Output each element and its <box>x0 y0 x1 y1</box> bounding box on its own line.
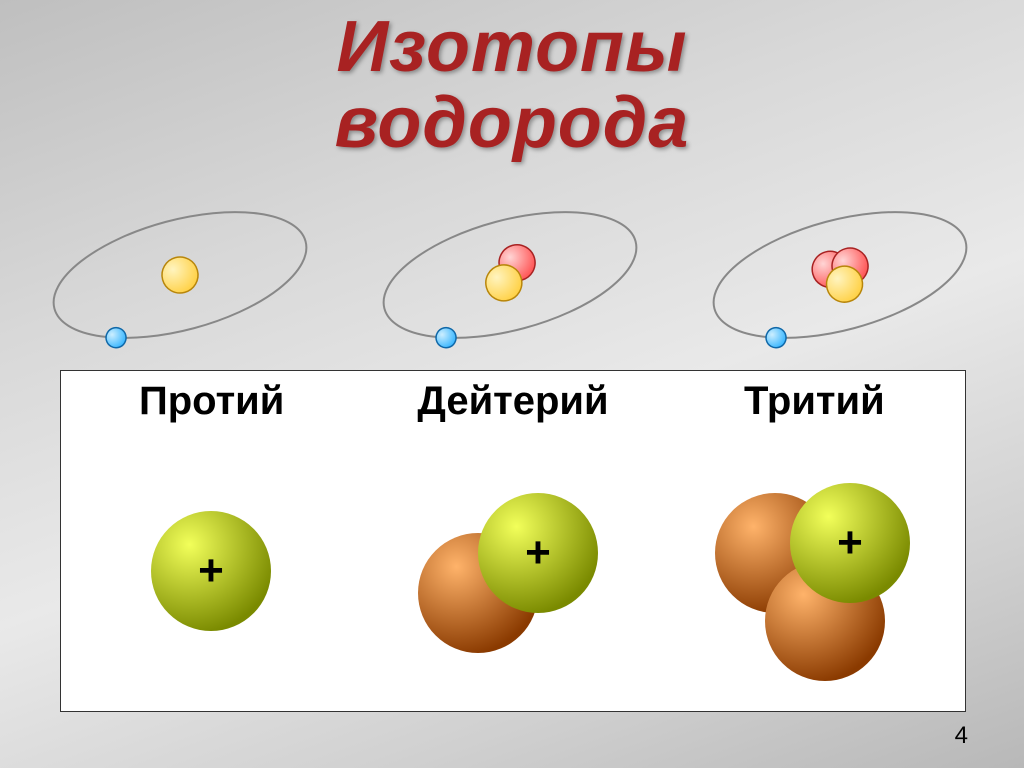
electron <box>104 325 128 349</box>
plus-icon: + <box>837 518 863 567</box>
plus-icon: + <box>198 546 224 595</box>
orbit-diagram-1 <box>360 190 660 360</box>
nucleus-diagram-0: + <box>61 451 361 711</box>
label-deuterium: Дейтерий <box>362 379 663 424</box>
label-protium: Протий <box>61 379 362 424</box>
orbit-wrap-1 <box>360 190 660 365</box>
nucleus-diagram-2: + <box>665 451 965 711</box>
isotope-panel: Протий Дейтерий Тритий + + + <box>60 370 966 712</box>
orbit-wrap-2 <box>690 190 990 365</box>
orbit-diagram-2 <box>690 190 990 360</box>
nucleus-wrap-0: + <box>61 451 361 716</box>
proton <box>158 253 202 297</box>
slide-number: 4 <box>955 722 968 750</box>
nuclei-row: + + + <box>61 451 965 711</box>
orbit-diagram-0 <box>30 190 330 360</box>
nucleus-wrap-2: + <box>665 451 965 716</box>
nucleus-wrap-1: + <box>363 451 663 716</box>
title-line-2: водорода <box>335 83 690 163</box>
nucleus-diagram-1: + <box>363 451 663 711</box>
orbit-wrap-0 <box>30 190 330 365</box>
isotope-labels: Протий Дейтерий Тритий <box>61 379 965 424</box>
electron <box>764 325 788 349</box>
electron <box>434 325 458 349</box>
label-tritium: Тритий <box>664 379 965 424</box>
plus-icon: + <box>525 528 551 577</box>
page-title: Изотопы водорода <box>0 10 1024 161</box>
orbit-diagrams-row <box>30 190 994 360</box>
title-line-1: Изотопы <box>336 7 687 87</box>
